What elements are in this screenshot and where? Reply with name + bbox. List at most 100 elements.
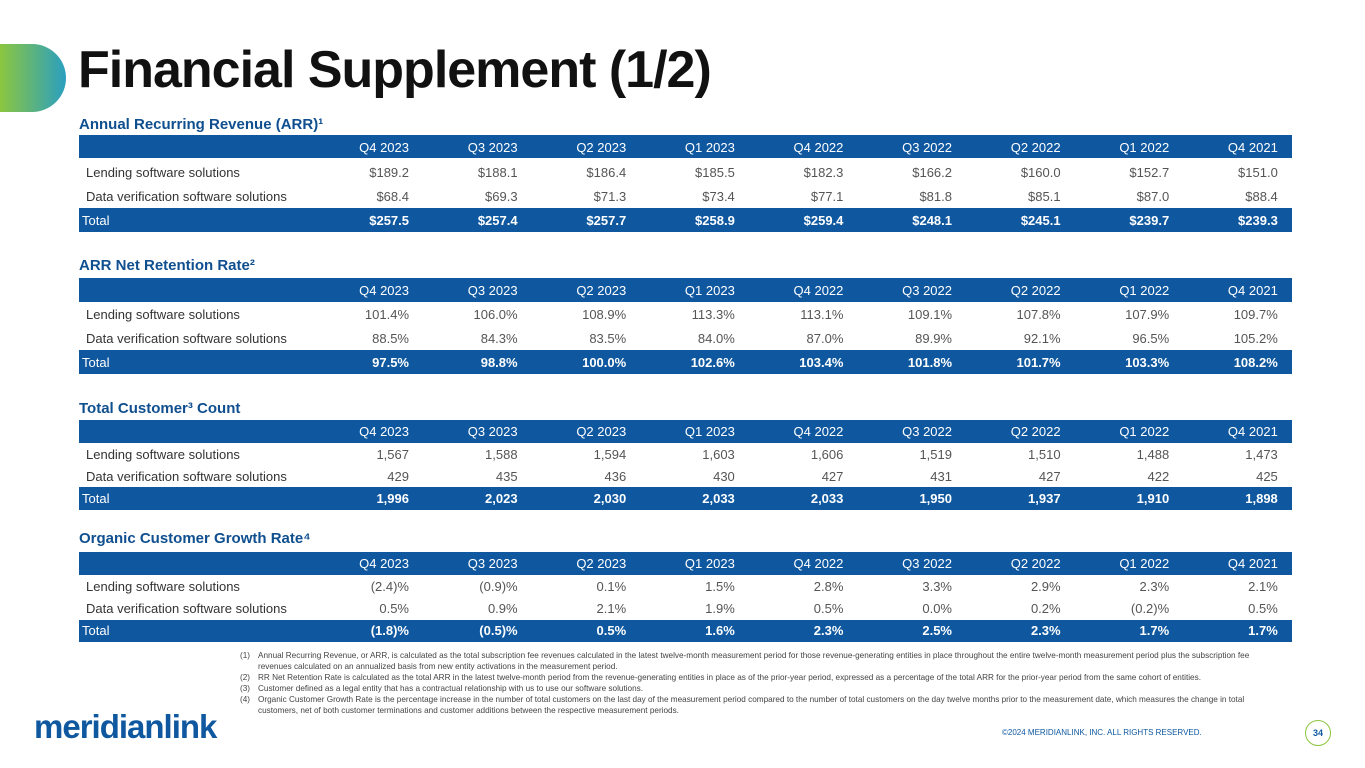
column-header: Q1 2023 <box>684 140 735 155</box>
row-label: Total <box>82 490 110 506</box>
column-header: Q4 2022 <box>793 140 844 155</box>
value: 105.2% <box>1233 330 1278 346</box>
value: $245.1 <box>1020 212 1061 228</box>
value: $182.3 <box>803 164 844 180</box>
value: 2,033 <box>702 490 735 506</box>
value: 2.3% <box>1139 578 1170 594</box>
value: 1,567 <box>376 446 409 462</box>
value: 83.5% <box>589 330 627 346</box>
value: 1,519 <box>919 446 952 462</box>
row-label: Total <box>82 354 110 370</box>
value: $85.1 <box>1028 188 1061 204</box>
row-label: Data verification software solutions <box>86 188 287 204</box>
value: $152.7 <box>1129 164 1170 180</box>
value: 109.7% <box>1233 306 1278 322</box>
total-row <box>79 208 1292 232</box>
value: $71.3 <box>593 188 627 204</box>
value: 1,950 <box>919 490 952 506</box>
value: 0.5% <box>1248 601 1278 617</box>
value: $88.4 <box>1245 188 1278 204</box>
footnote-text: Customer defined as a legal entity that … <box>258 684 644 693</box>
value: 84.3% <box>480 330 518 346</box>
value: $259.4 <box>803 212 844 228</box>
value: 0.5% <box>813 601 844 617</box>
value: $68.4 <box>376 188 409 204</box>
column-header: Q2 2022 <box>1010 282 1061 298</box>
value: 2.8% <box>813 578 844 594</box>
value: $257.5 <box>369 212 409 228</box>
value: 106.0% <box>473 306 518 322</box>
row-label: Data verification software solutions <box>86 330 287 346</box>
row-label: Total <box>82 212 110 228</box>
value: 431 <box>930 468 952 484</box>
value: 100.0% <box>582 354 627 370</box>
total-row <box>79 350 1292 374</box>
column-header: Q4 2021 <box>1227 424 1278 439</box>
column-header: Q2 2023 <box>576 140 627 155</box>
value: 107.8% <box>1016 306 1061 322</box>
value: 113.1% <box>800 306 844 322</box>
value: 1.9% <box>705 601 735 617</box>
value: (0.5)% <box>479 623 518 639</box>
column-header: Q3 2023 <box>467 556 518 571</box>
value: 92.1% <box>1023 330 1061 346</box>
value: 0.5% <box>596 623 627 639</box>
footnote-text: Organic Customer Growth Rate is the perc… <box>258 695 1245 715</box>
value: $257.4 <box>477 212 518 228</box>
value: $189.2 <box>369 164 409 180</box>
value: 2.1% <box>596 601 627 617</box>
column-header: Q3 2022 <box>902 424 952 439</box>
footnote-number: (2) <box>240 673 251 682</box>
table-heading: ARR Net Retention Rate² <box>79 257 255 274</box>
row-label: Lending software solutions <box>86 446 240 462</box>
value: 2,023 <box>485 490 518 506</box>
column-header: Q1 2022 <box>1119 556 1170 571</box>
value: $151.0 <box>1238 164 1278 180</box>
footnote: (1) Annual Recurring Revenue, or ARR, is … <box>240 650 1265 672</box>
value: $185.5 <box>695 164 735 180</box>
column-header: Q1 2022 <box>1119 282 1170 298</box>
value: 102.6% <box>690 354 735 370</box>
value: (2.4)% <box>370 578 409 594</box>
value: $77.1 <box>810 188 844 204</box>
value: 2,033 <box>810 490 844 506</box>
slide-title: Financial Supplement (1/2) <box>78 41 712 99</box>
column-header: Q1 2022 <box>1119 424 1170 439</box>
column-header: Q1 2022 <box>1119 140 1170 155</box>
column-header: Q4 2021 <box>1227 282 1278 298</box>
value: $69.3 <box>485 188 518 204</box>
value: 107.9% <box>1125 306 1170 322</box>
table-heading: Annual Recurring Revenue (ARR)¹ <box>79 116 324 133</box>
value: 1,510 <box>1028 446 1061 462</box>
value: 2,030 <box>593 490 627 506</box>
value: 427 <box>821 468 844 484</box>
value: $257.7 <box>586 212 627 228</box>
column-header: Q4 2021 <box>1227 140 1278 155</box>
value: 430 <box>713 468 735 484</box>
column-header: Q4 2023 <box>359 140 409 155</box>
value: 101.4% <box>364 306 409 322</box>
value: 1,996 <box>376 490 409 506</box>
value: 422 <box>1147 468 1170 484</box>
row-label: Data verification software solutions <box>86 601 287 617</box>
value: 97.5% <box>372 354 409 370</box>
column-header: Q3 2022 <box>902 282 952 298</box>
column-header: Q3 2023 <box>467 140 518 155</box>
value: $186.4 <box>586 164 627 180</box>
value: 103.4% <box>799 354 844 370</box>
column-header: Q4 2022 <box>793 556 844 571</box>
column-header: Q2 2022 <box>1010 556 1061 571</box>
value: 435 <box>495 468 518 484</box>
footnote: (4) Organic Customer Growth Rate is the p… <box>240 694 1265 716</box>
value: $81.8 <box>919 188 952 204</box>
row-label: Lending software solutions <box>86 578 240 594</box>
value: $258.9 <box>695 212 735 228</box>
value: 109.1% <box>907 306 952 322</box>
value: 0.5% <box>379 601 409 617</box>
value: 2.3% <box>813 623 844 639</box>
column-header: Q2 2023 <box>576 424 627 439</box>
value: $160.0 <box>1020 164 1061 180</box>
value: (0.9)% <box>479 578 518 594</box>
total-row <box>79 619 1292 643</box>
